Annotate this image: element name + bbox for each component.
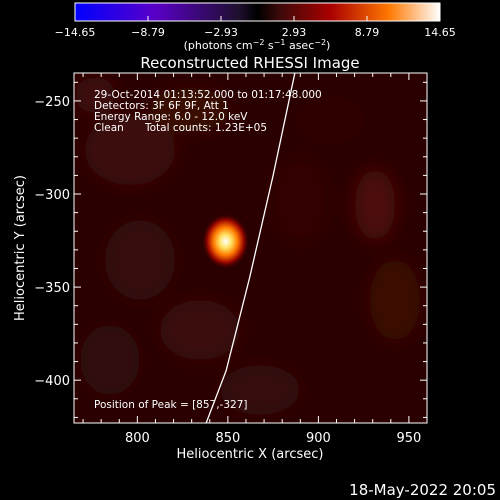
annotation-energy-range: Energy Range: 6.0 - 12.0 keV [94, 111, 248, 123]
y-tick-label: −350 [34, 281, 70, 296]
y-tick-label: −400 [34, 374, 70, 389]
solar-limb-curve [205, 73, 296, 423]
y-tick-label: −250 [34, 95, 70, 110]
colorbar-tick-label: 2.93 [282, 26, 307, 39]
annotation-detectors: Detectors: 3F 6F 9F, Att 1 [94, 100, 229, 112]
info-annotations: 29-Oct-2014 01:13:52.000 to 01:17:48.000… [94, 89, 322, 411]
peak-source [201, 213, 250, 270]
x-tick-label: 800 [125, 431, 150, 446]
x-axis: 800 850 900 950 [82, 73, 428, 446]
plot-frame [73, 72, 428, 424]
x-axis-label: Heliocentric X (arcsec) [177, 447, 324, 462]
colorbar-unit-label: (photons cm−2 s−1 asec−2) [184, 38, 331, 52]
colorbar [74, 2, 441, 22]
colorbar-ticks: −14.65 −8.79 −2.93 2.93 8.79 14.65 [55, 16, 456, 39]
colorbar-tick-label: 8.79 [355, 26, 380, 39]
colorbar-tick-label: −14.65 [55, 26, 96, 39]
colorbar-tick-label: −2.93 [204, 26, 238, 39]
y-axis: −250 −300 −350 −400 [34, 81, 427, 418]
x-tick-label: 950 [396, 431, 421, 446]
colorbar-tick-label: −8.79 [131, 26, 165, 39]
heatmap-image [74, 73, 427, 423]
y-axis-label: Heliocentric Y (arcsec) [13, 175, 28, 321]
annotation-time-range: 29-Oct-2014 01:13:52.000 to 01:17:48.000 [94, 89, 322, 101]
annotation-total-counts: Total counts: 1.23E+05 [144, 122, 267, 134]
chart-title: Reconstructed RHESSI Image [140, 54, 359, 72]
x-tick-label: 850 [215, 431, 240, 446]
timestamp: 18-May-2022 20:05 [349, 481, 496, 499]
annotation-clean: Clean [94, 122, 124, 134]
annotation-peak-position: Position of Peak = [857,-327] [94, 399, 248, 411]
y-tick-label: −300 [34, 188, 70, 203]
colorbar-tick-label: 14.65 [424, 26, 456, 39]
x-tick-label: 900 [306, 431, 331, 446]
